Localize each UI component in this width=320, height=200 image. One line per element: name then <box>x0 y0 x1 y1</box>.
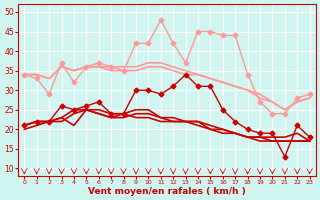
X-axis label: Vent moyen/en rafales ( km/h ): Vent moyen/en rafales ( km/h ) <box>88 187 246 196</box>
